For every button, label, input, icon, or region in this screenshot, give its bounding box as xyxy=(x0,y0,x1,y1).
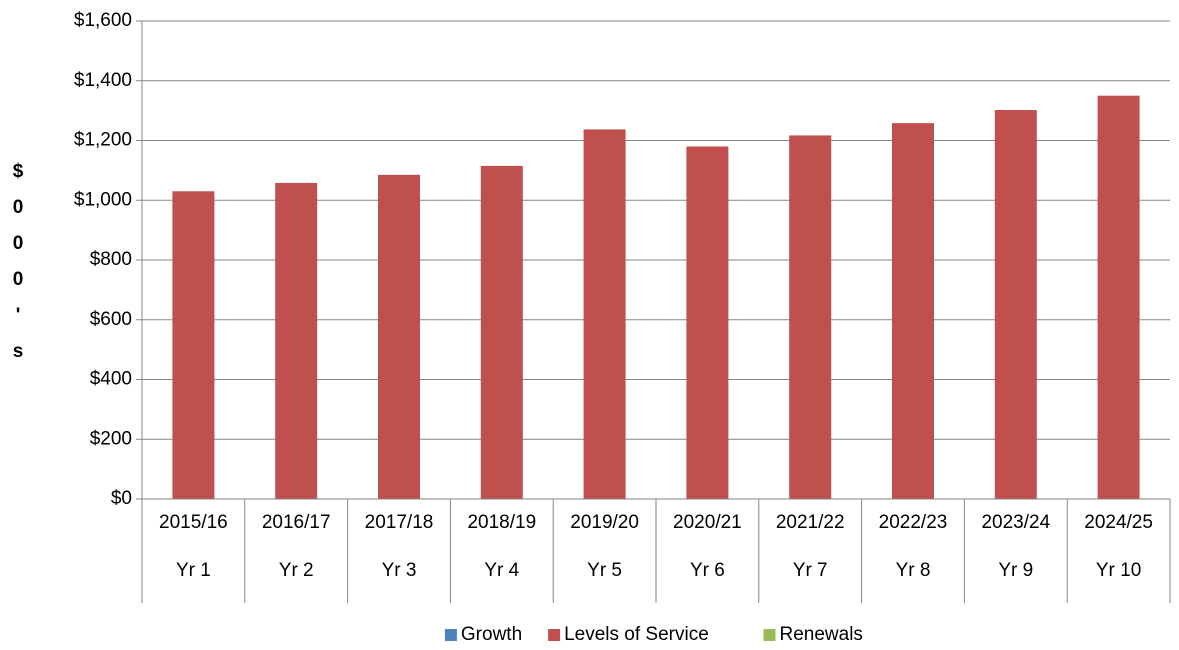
y-tick-label: $200 xyxy=(90,428,132,449)
y-tick-label: $800 xyxy=(90,249,132,270)
bar-segment xyxy=(994,110,1037,499)
y-tick-label: $400 xyxy=(90,369,132,390)
legend-label: Levels of Service xyxy=(564,624,709,645)
legend-label: Growth xyxy=(461,624,522,645)
bar-segment xyxy=(583,129,626,500)
y-axis-label: $0 0 0 ' s xyxy=(13,161,24,362)
x-tick-label: 2015/16 xyxy=(159,512,228,533)
x-group-label: Yr 1 xyxy=(176,560,211,581)
bar-segment xyxy=(172,191,215,499)
x-tick-label: 2016/17 xyxy=(262,512,331,533)
x-tick-label: 2018/19 xyxy=(467,512,536,533)
x-group-label: Yr 9 xyxy=(998,560,1033,581)
legend-label: Renewals xyxy=(780,624,863,645)
y-tick-label: $1,200 xyxy=(74,130,132,151)
x-tick-label: 2020/21 xyxy=(673,512,742,533)
x-group-label: Yr 6 xyxy=(690,560,725,581)
x-tick-label: 2021/22 xyxy=(776,512,845,533)
y-tick-label: $600 xyxy=(90,309,132,330)
y-tick-label: $1,600 xyxy=(74,10,132,31)
y-tick-label: $1,000 xyxy=(74,189,132,210)
bar-segment xyxy=(1097,95,1140,499)
x-tick-label: 2023/24 xyxy=(981,512,1050,533)
x-group-label: Yr 2 xyxy=(279,560,314,581)
x-group-label: Yr 3 xyxy=(382,560,417,581)
x-group-label: Yr 7 xyxy=(793,560,828,581)
x-tick-label: 2022/23 xyxy=(879,512,948,533)
bar-segment xyxy=(892,123,934,500)
legend-swatch xyxy=(548,629,561,641)
y-tick-label: $1,400 xyxy=(74,70,132,91)
x-group-label: Yr 8 xyxy=(896,560,931,581)
x-group-label: Yr 10 xyxy=(1096,560,1141,581)
bar-segment xyxy=(480,165,523,500)
x-group-label: Yr 4 xyxy=(484,560,519,581)
y-tick-label: $0 xyxy=(111,488,132,509)
bar-segment xyxy=(275,182,318,500)
bar-segment xyxy=(378,174,420,499)
x-tick-label: 2017/18 xyxy=(365,512,434,533)
x-group-label: Yr 5 xyxy=(587,560,622,581)
x-tick-label: 2024/25 xyxy=(1084,512,1153,533)
bar-segment xyxy=(686,146,729,499)
bar-segment xyxy=(789,135,832,499)
legend-swatch xyxy=(763,629,776,641)
x-tick-label: 2019/20 xyxy=(570,512,639,533)
legend-swatch xyxy=(444,629,457,641)
